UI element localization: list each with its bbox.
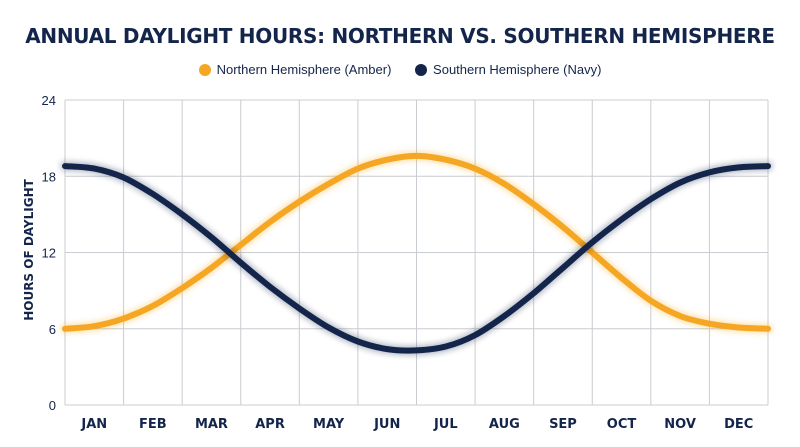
y-axis-label: HOURS OF DAYLIGHT bbox=[22, 178, 36, 320]
x-tick-label: FEB bbox=[139, 417, 167, 432]
legend-item-southern: Southern Hemisphere (Navy) bbox=[415, 62, 601, 77]
legend-label-southern: Southern Hemisphere (Navy) bbox=[433, 62, 602, 77]
y-tick-label: 0 bbox=[49, 398, 56, 413]
x-tick-label: MAY bbox=[313, 417, 345, 432]
x-tick-label: JUN bbox=[373, 417, 400, 432]
x-tick-label: JAN bbox=[80, 417, 107, 432]
series-line-northern bbox=[62, 152, 771, 332]
y-tick-label: 18 bbox=[42, 169, 56, 184]
y-tick-label: 12 bbox=[42, 246, 56, 261]
x-tick-label: MAR bbox=[195, 417, 228, 432]
x-tick-label: JUL bbox=[433, 417, 458, 432]
legend: Northern Hemisphere (Amber) Southern Hem… bbox=[0, 62, 800, 79]
y-tick-label: 24 bbox=[42, 93, 56, 108]
y-tick-label: 6 bbox=[49, 322, 56, 337]
x-tick-label: AUG bbox=[489, 417, 520, 432]
legend-marker-southern bbox=[415, 63, 428, 76]
legend-marker-northern bbox=[198, 63, 211, 76]
legend-label-northern: Northern Hemisphere (Amber) bbox=[216, 62, 392, 77]
x-tick-label: APR bbox=[255, 417, 285, 432]
legend-item-northern: Northern Hemisphere (Amber) bbox=[198, 62, 392, 77]
x-tick-label: SEP bbox=[549, 417, 577, 432]
x-tick-label: DEC bbox=[724, 417, 753, 432]
series-line-southern bbox=[62, 163, 771, 354]
x-tick-label: NOV bbox=[664, 417, 696, 432]
x-tick-label: OCT bbox=[607, 417, 637, 432]
chart-title: ANNUAL DAYLIGHT HOURS: NORTHERN VS. SOUT… bbox=[25, 24, 775, 48]
